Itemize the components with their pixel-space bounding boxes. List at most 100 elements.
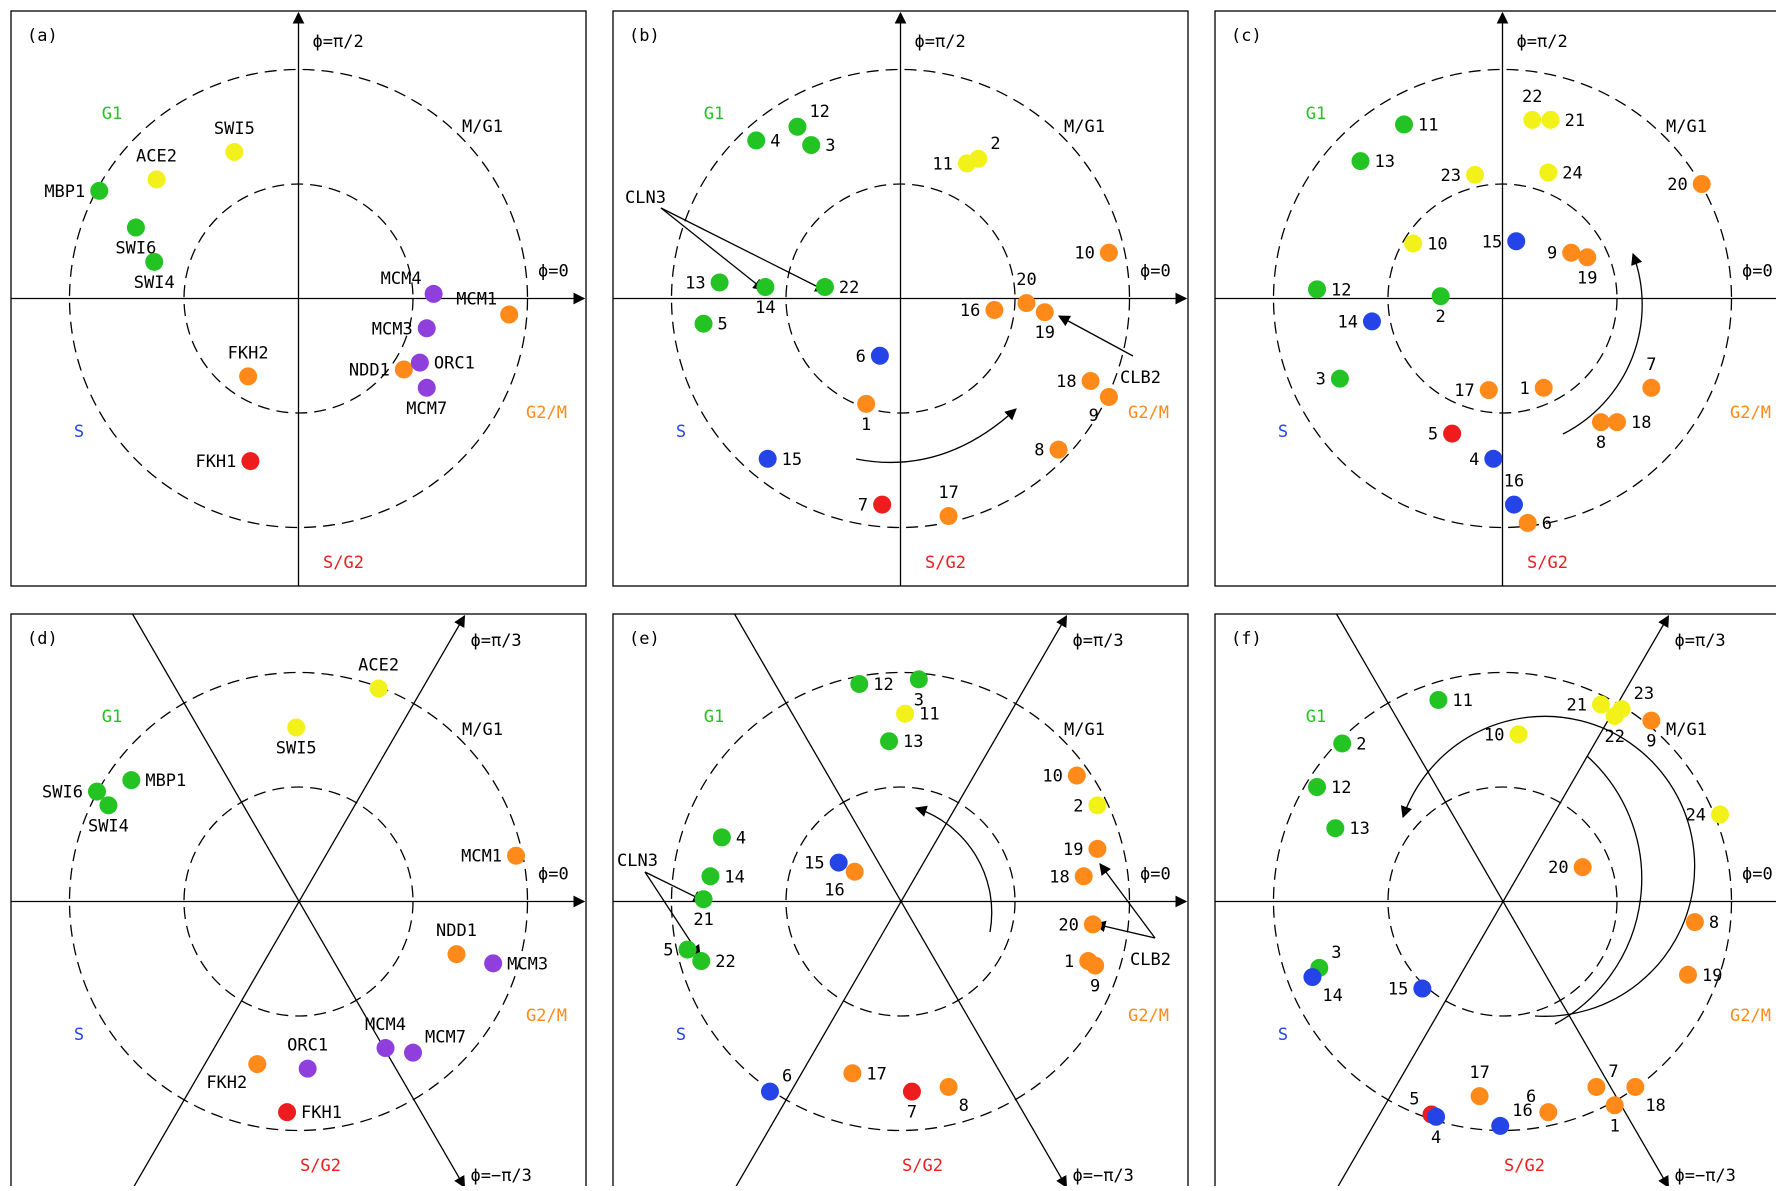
- cycle-arrow-outer: [1554, 755, 1643, 1025]
- region-label-S: S: [676, 422, 686, 442]
- panel-label: (a): [27, 26, 58, 46]
- point-SWI5: [225, 142, 244, 161]
- inner-circle: [1387, 786, 1618, 1017]
- inner-circle: [183, 786, 414, 1017]
- point-11: [1395, 115, 1414, 134]
- point-label-9: 9: [1090, 977, 1100, 997]
- point-label-11: 11: [1418, 115, 1438, 135]
- point-label-FKH2: FKH2: [228, 343, 269, 363]
- point-label-3: 3: [1331, 943, 1341, 963]
- point-21: [1591, 695, 1610, 714]
- region-label-M-G1: M/G1: [1064, 117, 1105, 137]
- region-label-S: S: [74, 1025, 84, 1045]
- axis-pi3: [131, 614, 466, 1190]
- point-11: [1429, 690, 1448, 709]
- annotation-cln3: CLN3: [617, 851, 658, 871]
- point-18: [1608, 413, 1626, 432]
- point-SWI4: [145, 252, 164, 271]
- point-17: [1479, 381, 1498, 400]
- point-5: [678, 940, 697, 959]
- outer-circle: [1272, 68, 1733, 529]
- point-label-16: 16: [1504, 472, 1524, 492]
- point-label-ORC1: ORC1: [434, 354, 475, 374]
- axis-label-top: ϕ=π/2: [1517, 32, 1568, 52]
- point-label-13: 13: [1349, 819, 1369, 839]
- point-label-9: 9: [1547, 244, 1557, 264]
- point-MCM4: [424, 284, 443, 303]
- axis-label-top: ϕ=π/3: [1674, 631, 1725, 651]
- point-ACE2: [369, 679, 388, 698]
- point-label-17: 17: [866, 1064, 886, 1084]
- point-2: [1431, 287, 1450, 306]
- region-label-S-G2: S/G2: [300, 1156, 341, 1176]
- region-label-G1: G1: [704, 104, 724, 124]
- point-4: [1427, 1107, 1446, 1126]
- point-8: [1591, 413, 1610, 432]
- point-22: [815, 278, 834, 297]
- point-15: [758, 449, 777, 468]
- point-label-ORC1: ORC1: [287, 1036, 328, 1056]
- point-FKH1: [241, 452, 260, 471]
- cln3-arrow-a: [660, 207, 765, 291]
- inner-circle: [785, 786, 1016, 1017]
- point-label-16: 16: [1512, 1101, 1532, 1121]
- point-17: [1470, 1087, 1489, 1106]
- point-12: [1308, 778, 1327, 796]
- point-22: [1605, 707, 1624, 726]
- point-label-7: 7: [1646, 355, 1656, 375]
- inner-circle: [785, 183, 1016, 414]
- point-label-8: 8: [959, 1096, 969, 1116]
- point-23: [1466, 165, 1485, 184]
- region-label-M-G1: M/G1: [1666, 720, 1707, 740]
- point-13: [1326, 819, 1345, 838]
- point-19: [1035, 303, 1054, 322]
- point-24: [1711, 805, 1730, 824]
- point-MCM1: [507, 846, 526, 865]
- point-label-14: 14: [1337, 312, 1357, 332]
- region-label-M-G1: M/G1: [1666, 117, 1707, 137]
- point-label-22: 22: [839, 278, 859, 298]
- point-6: [1539, 1103, 1558, 1122]
- clb2-arrow-a: [1099, 863, 1156, 939]
- point-label-21: 21: [1566, 696, 1586, 716]
- region-label-G2-M: G2/M: [1128, 403, 1169, 423]
- region-label-S-G2: S/G2: [1527, 553, 1568, 573]
- point-label-14: 14: [755, 298, 775, 318]
- panel-label: (e): [629, 629, 660, 649]
- point-label-MCM7: MCM7: [425, 1028, 466, 1048]
- outer-circle: [670, 671, 1131, 1132]
- outer-circle: [68, 671, 529, 1132]
- point-20: [1017, 294, 1036, 313]
- point-8: [1049, 440, 1068, 459]
- region-label-M-G1: M/G1: [1064, 720, 1105, 740]
- point-label-21: 21: [1565, 111, 1585, 131]
- point-14: [701, 867, 720, 886]
- point-label-16: 16: [824, 881, 844, 901]
- point-MBP1: [122, 771, 141, 790]
- point-ORC1: [410, 353, 429, 372]
- point-label-18: 18: [1631, 413, 1651, 433]
- axis-label-right: ϕ=0: [538, 262, 569, 282]
- point-ORC1: [298, 1059, 317, 1078]
- point-2: [1088, 796, 1107, 815]
- region-label-G2-M: G2/M: [526, 1006, 567, 1026]
- axis-minus-pi3: [131, 613, 466, 1189]
- point-14: [1362, 312, 1381, 331]
- axis-label-right: ϕ=0: [1140, 262, 1171, 282]
- point-label-14: 14: [724, 867, 744, 887]
- point-12: [788, 117, 807, 136]
- point-16: [845, 862, 864, 881]
- point-label-MCM1: MCM1: [456, 290, 497, 310]
- point-16: [1491, 1116, 1510, 1135]
- point-label-12: 12: [809, 102, 829, 122]
- point-label-FKH2: FKH2: [206, 1073, 247, 1093]
- point-label-1: 1: [1519, 379, 1529, 399]
- point-label-4: 4: [736, 828, 746, 848]
- point-1: [1605, 1096, 1624, 1115]
- panel-label: (c): [1231, 26, 1262, 46]
- point-label-11: 11: [1452, 691, 1472, 711]
- point-FKH1: [278, 1103, 297, 1122]
- point-MCM7: [417, 378, 436, 397]
